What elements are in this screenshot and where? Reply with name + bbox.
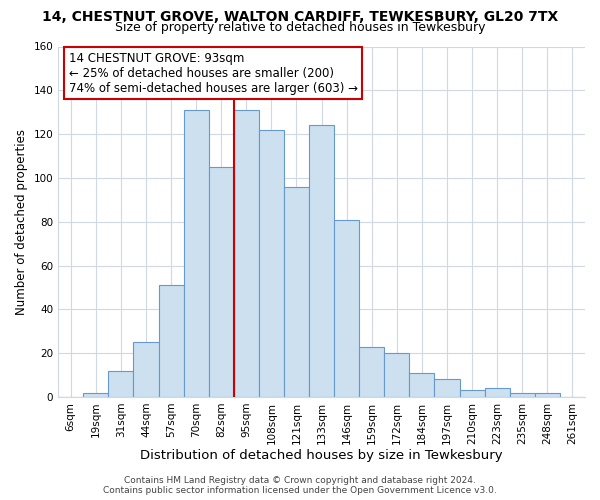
Bar [334, 220, 359, 397]
Y-axis label: Number of detached properties: Number of detached properties [15, 128, 28, 314]
Text: 14 CHESTNUT GROVE: 93sqm
← 25% of detached houses are smaller (200)
74% of semi-: 14 CHESTNUT GROVE: 93sqm ← 25% of detach… [69, 52, 358, 95]
Bar [359, 346, 385, 397]
Bar [234, 110, 259, 397]
Bar [485, 388, 510, 397]
Bar [158, 285, 184, 397]
Bar [284, 186, 309, 397]
Bar [83, 392, 109, 397]
Text: 14, CHESTNUT GROVE, WALTON CARDIFF, TEWKESBURY, GL20 7TX: 14, CHESTNUT GROVE, WALTON CARDIFF, TEWK… [42, 10, 558, 24]
X-axis label: Distribution of detached houses by size in Tewkesbury: Distribution of detached houses by size … [140, 450, 503, 462]
Bar [385, 353, 409, 397]
Bar [510, 392, 535, 397]
Bar [109, 370, 133, 397]
Bar [259, 130, 284, 397]
Bar [434, 380, 460, 397]
Text: Contains HM Land Registry data © Crown copyright and database right 2024.
Contai: Contains HM Land Registry data © Crown c… [103, 476, 497, 495]
Bar [133, 342, 158, 397]
Text: Size of property relative to detached houses in Tewkesbury: Size of property relative to detached ho… [115, 21, 485, 34]
Bar [209, 167, 234, 397]
Bar [309, 126, 334, 397]
Bar [409, 373, 434, 397]
Bar [184, 110, 209, 397]
Bar [460, 390, 485, 397]
Bar [535, 392, 560, 397]
